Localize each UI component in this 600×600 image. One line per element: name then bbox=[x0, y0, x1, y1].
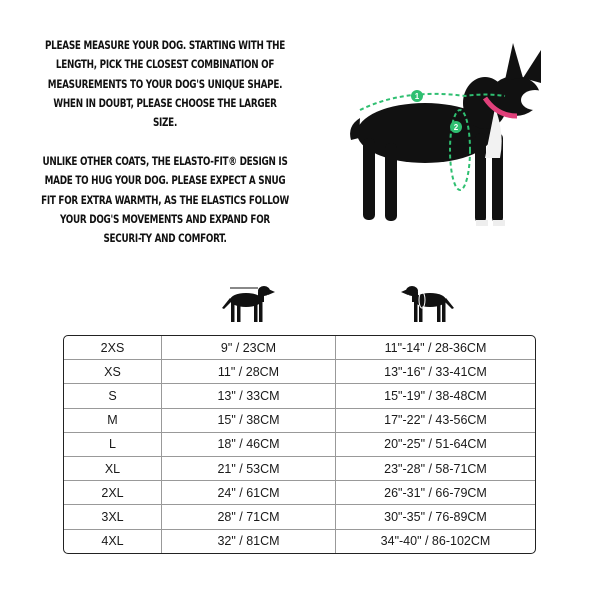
table-row: S 13" / 33CM 15"-19" / 38-48CM bbox=[64, 384, 535, 409]
chest-marker: 2 bbox=[454, 123, 459, 132]
table-row: XL 21" / 53CM 23"-28" / 58-71CM bbox=[64, 456, 535, 482]
dog-chest-icon bbox=[401, 286, 454, 322]
length-cell: 15" / 38CM bbox=[162, 408, 336, 433]
size-cell: L bbox=[64, 432, 162, 457]
dog-length-icon bbox=[222, 286, 275, 322]
table-row: 3XL 28" / 71CM 30"-35" / 76-89CM bbox=[64, 505, 535, 530]
length-cell: 13" / 33CM bbox=[162, 384, 336, 409]
chest-cell: 17"-22" / 43-56CM bbox=[336, 409, 535, 433]
size-cell: 2XL bbox=[64, 481, 162, 506]
dog-measurement-photo: 1 2 bbox=[350, 43, 549, 226]
length-cell: 28" / 71CM bbox=[162, 505, 336, 530]
length-marker: 1 bbox=[415, 92, 420, 101]
table-row: 2XS 9" / 23CM 11"-14" / 28-36CM bbox=[64, 336, 535, 361]
chest-cell: 11"-14" / 28-36CM bbox=[336, 336, 535, 361]
length-cell: 9" / 23CM bbox=[162, 336, 336, 361]
table-row: XS 11" / 28CM 13"-16" / 33-41CM bbox=[64, 360, 535, 385]
chest-cell: 13"-16" / 33-41CM bbox=[336, 360, 535, 385]
length-cell: 21" / 53CM bbox=[162, 456, 336, 482]
table-row: 2XL 24" / 61CM 26"-31" / 66-79CM bbox=[64, 481, 535, 506]
size-cell: 2XS bbox=[64, 336, 162, 361]
size-cell: XS bbox=[64, 360, 162, 385]
length-cell: 24" / 61CM bbox=[162, 481, 336, 506]
size-cell: S bbox=[64, 384, 162, 409]
chest-cell: 30"-35" / 76-89CM bbox=[336, 505, 535, 530]
table-row: M 15" / 38CM 17"-22" / 43-56CM bbox=[64, 408, 535, 433]
elasto-fit-description: UNLIKE OTHER COATS, THE ELASTO-FIT® DESI… bbox=[41, 154, 289, 246]
chest-cell: 15"-19" / 38-48CM bbox=[336, 384, 535, 409]
chest-cell: 26"-31" / 66-79CM bbox=[336, 481, 535, 506]
size-cell: XL bbox=[64, 456, 162, 482]
size-chart-table: 2XS 9" / 23CM 11"-14" / 28-36CM XS 11" / 28C… bbox=[63, 335, 536, 554]
size-cell: 3XL bbox=[64, 505, 162, 530]
chest-cell: 23"-28" / 58-71CM bbox=[336, 457, 535, 482]
chest-cell: 20"-25" / 51-64CM bbox=[336, 433, 535, 457]
table-row: 4XL 32" / 81CM 34"-40" / 86-102CM bbox=[64, 529, 535, 553]
length-cell: 11" / 28CM bbox=[162, 360, 336, 385]
measuring-instructions: PLEASE MEASURE YOUR DOG. STARTING WITH T… bbox=[44, 38, 286, 130]
size-cell: 4XL bbox=[64, 529, 162, 553]
length-cell: 18" / 46CM bbox=[162, 432, 336, 457]
chest-cell: 34"-40" / 86-102CM bbox=[380, 534, 491, 549]
table-row: L 18" / 46CM 20"-25" / 51-64CM bbox=[64, 432, 535, 457]
size-cell: M bbox=[64, 408, 162, 433]
length-cell: 32" / 81CM bbox=[162, 529, 336, 553]
